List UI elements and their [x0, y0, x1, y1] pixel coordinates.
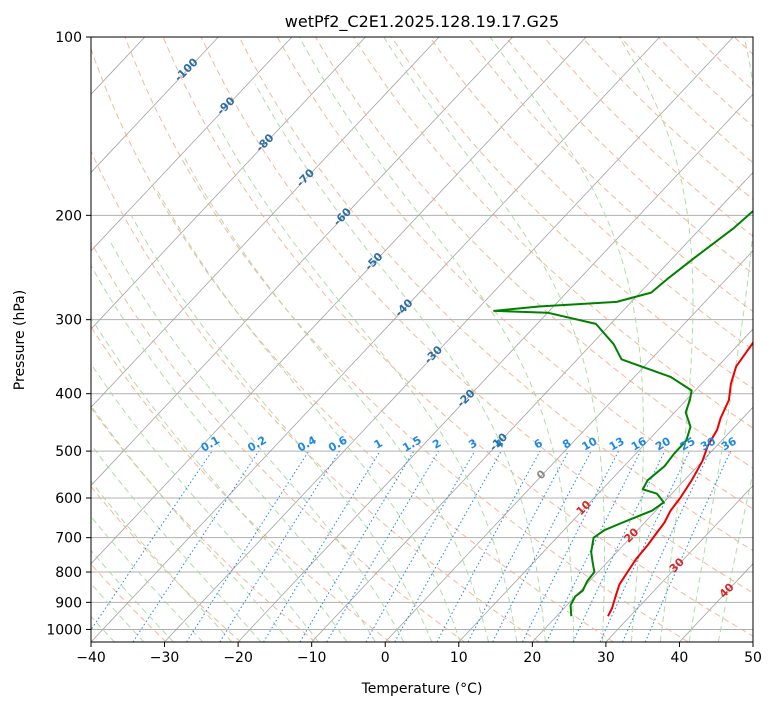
dry-adiabat-line: [124, 37, 689, 642]
moist-adiabat-line: [91, 362, 319, 642]
moist-adiabat-line: [254, 83, 546, 642]
isotherm-line: [458, 328, 753, 642]
x-axis: −40 −30 −20 −10 0 10 20 30 40 50: [76, 642, 762, 666]
y-tick-label: 900: [55, 595, 82, 611]
mixing-ratio-line: [622, 450, 711, 642]
moist-adiabat-line: [717, 470, 753, 642]
isotherm-line: [91, 37, 219, 174]
dewpoint-line: [493, 209, 753, 617]
moist-adiabat-line: [184, 157, 489, 642]
dry-adiabat-line: [91, 149, 540, 642]
moist-adiabat-line: [91, 515, 204, 642]
y-tick-label: 800: [55, 565, 82, 581]
y-tick-label: 1000: [46, 622, 82, 638]
moist-adiabat-line: [489, 37, 644, 642]
x-tick-label: 30: [597, 650, 615, 666]
moist-adiabat-line: [91, 404, 291, 642]
moist-adiabat-line: [155, 187, 461, 642]
x-tick-label: −10: [297, 650, 327, 666]
mixing-ratio-line: [546, 450, 642, 642]
mixing-ratio-line: [132, 450, 260, 642]
mixing-ratio-line: [263, 450, 381, 642]
x-tick-label: −30: [150, 650, 180, 666]
dry-adiabat-line: [162, 37, 753, 637]
plot-frame: [90, 36, 754, 643]
mixing-ratio-line: [91, 450, 213, 631]
isotherm-line: [91, 37, 293, 252]
mixing-ratio-line: [186, 450, 310, 642]
moist-adiabat-line: [383, 37, 605, 642]
x-tick-label: 50: [744, 650, 762, 666]
chart-title: wetPf2_C2E1.2025.128.19.17.G25: [285, 12, 559, 32]
y-tick-label: 100: [55, 30, 82, 46]
isotherm-line: [532, 406, 753, 642]
y-tick-label: 200: [55, 208, 82, 224]
x-tick-label: 40: [671, 650, 689, 666]
dry-adiabat-line: [429, 37, 753, 351]
isotherm-line: [91, 37, 440, 408]
moist-adiabat-line: [91, 316, 348, 642]
isotherm-line: [311, 171, 753, 642]
moist-adiabat-line: [216, 123, 518, 642]
y-tick-label: 300: [55, 313, 82, 329]
isotherm-line: [91, 37, 366, 330]
isotherm-line: [237, 93, 753, 642]
dry-adiabat-line: [91, 241, 465, 642]
isotherm-line: [91, 37, 660, 642]
dry-adiabat-line: [91, 47, 614, 642]
mixing-ratio-line: [522, 450, 619, 642]
y-axis: 100 200 300 400 500 600 700 800 900 1000: [46, 30, 91, 638]
x-tick-label: −40: [76, 650, 106, 666]
sounding-lines: [493, 209, 753, 617]
moist-adiabat-line: [91, 443, 262, 642]
temperature-line: [607, 341, 753, 617]
y-tick-label: 500: [55, 444, 82, 460]
y-tick-label: 400: [55, 387, 82, 403]
moist-adiabat-line: [130, 215, 433, 642]
isotherm-line: [605, 484, 753, 642]
moist-adiabat-line: [618, 37, 694, 642]
x-tick-label: 10: [450, 650, 468, 666]
moist-adiabat-line: [91, 480, 233, 642]
mixing-ratio-line: [436, 450, 541, 642]
y-axis-label: Pressure (hPa): [12, 290, 28, 390]
dry-adiabat-line: [467, 37, 753, 313]
dry-adiabat-line: [391, 37, 753, 390]
isotherm-line: [384, 250, 753, 642]
background-lines: [91, 37, 753, 642]
dry-adiabat-line: [91, 325, 391, 642]
x-axis-label: Temperature (°C): [361, 681, 483, 697]
mixing-ratio-line: [394, 450, 502, 642]
moist-adiabat-line: [108, 239, 405, 642]
mixing-ratio-line: [644, 450, 732, 642]
y-tick-label: 700: [55, 531, 82, 547]
moist-adiabat-line: [91, 264, 376, 642]
x-tick-label: 0: [381, 650, 390, 666]
moist-adiabat-line: [688, 37, 753, 642]
isotherm-line: [91, 37, 513, 487]
x-tick-label: 20: [523, 650, 541, 666]
x-tick-label: −20: [223, 650, 253, 666]
y-tick-label: 600: [55, 491, 82, 507]
